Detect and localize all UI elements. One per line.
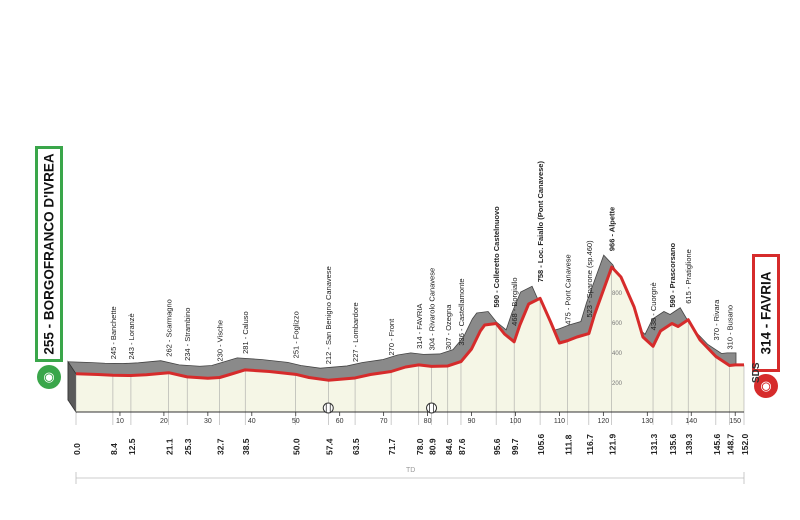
waypoint-label: 262 - Scarmagno bbox=[165, 299, 174, 357]
waypoint-label: 281 - Caluso bbox=[241, 311, 250, 354]
x-tick-label: 10 bbox=[116, 418, 124, 425]
y-tick-label: 800 bbox=[612, 291, 623, 297]
waypoint-label: 468 - Borgiallo bbox=[510, 277, 519, 325]
bottom-marker-label: TD bbox=[406, 467, 415, 474]
km-marker-label: 152.0 bbox=[740, 433, 750, 455]
waypoint-label: 304 - Rivarolo Canavese bbox=[428, 268, 437, 351]
finish-cyclist-icon: ◉ bbox=[754, 374, 778, 398]
waypoint-label: 370 - Rivara bbox=[712, 299, 721, 341]
km-marker-label: 121.9 bbox=[608, 433, 618, 455]
waypoint-label: 590 - Colleretto Castelnuovo bbox=[492, 206, 501, 308]
km-marker-label: 38.5 bbox=[241, 438, 251, 455]
waypoint-label: 758 - Loc. Faiallo (Pont Canavese) bbox=[536, 161, 545, 283]
profile-area bbox=[76, 267, 744, 412]
km-marker-label: 32.7 bbox=[216, 438, 226, 455]
km-marker-label: 21.1 bbox=[165, 438, 175, 455]
waypoint-label: 243 - Loranzè bbox=[127, 313, 136, 359]
km-marker-label: 8.4 bbox=[109, 443, 119, 455]
feed-zone-icon bbox=[426, 402, 438, 414]
x-tick-label: 130 bbox=[641, 418, 653, 425]
km-marker-label: 80.9 bbox=[428, 438, 438, 455]
km-marker-label: 50.0 bbox=[292, 438, 302, 455]
km-marker-label: 78.0 bbox=[415, 438, 425, 455]
km-marker-label: 25.3 bbox=[183, 438, 193, 455]
x-tick-label: 140 bbox=[685, 418, 697, 425]
km-marker-label: 63.5 bbox=[351, 438, 361, 455]
waypoint-label: 336 - Castellamonte bbox=[457, 278, 466, 345]
y-tick-label: 600 bbox=[612, 321, 623, 327]
x-tick-label: 20 bbox=[160, 418, 168, 425]
km-marker-label: 12.5 bbox=[127, 438, 137, 455]
y-tick-label: 400 bbox=[612, 351, 623, 357]
finish-label-box: 314 - FAVRIA bbox=[752, 254, 780, 372]
waypoint-label: 438 - Cuorgnè bbox=[649, 282, 658, 330]
feed-zone-icon bbox=[322, 402, 334, 414]
km-marker-label: 105.6 bbox=[536, 433, 546, 455]
waypoint-label: 523 - Sparone (sp.460) bbox=[585, 240, 594, 318]
km-marker-label: 99.7 bbox=[510, 438, 520, 455]
waypoint-label: 234 - Strambino bbox=[183, 308, 192, 361]
km-marker-label: 0.0 bbox=[72, 443, 82, 455]
x-tick-label: 30 bbox=[204, 418, 212, 425]
km-marker-label: 111.8 bbox=[563, 434, 573, 455]
waypoint-label: 310 - Busano bbox=[725, 305, 734, 350]
x-tick-label: 120 bbox=[598, 418, 610, 425]
x-tick-label: 50 bbox=[292, 418, 300, 425]
km-marker-label: 131.3 bbox=[649, 433, 659, 455]
waypoint-label: 230 - Vische bbox=[216, 320, 225, 362]
km-marker-label: 57.4 bbox=[324, 438, 334, 455]
waypoint-label: 251 - Foglizzo bbox=[292, 311, 301, 358]
x-tick-label: 150 bbox=[729, 418, 741, 425]
waypoint-label: 590 - Prascorsano bbox=[668, 242, 677, 307]
y-tick-label: 200 bbox=[612, 381, 623, 387]
km-marker-label: 95.6 bbox=[492, 438, 502, 455]
km-marker-label: 84.6 bbox=[444, 438, 454, 455]
km-marker-label: 145.6 bbox=[712, 433, 722, 455]
km-marker-label: 148.7 bbox=[725, 433, 735, 455]
x-tick-label: 110 bbox=[554, 418, 565, 425]
waypoint-label: 314 - FAVRIA bbox=[415, 304, 424, 349]
waypoint-label: 245 - Banchette bbox=[109, 306, 118, 359]
start-cyclist-icon: ◉ bbox=[37, 365, 61, 389]
x-tick-label: 80 bbox=[424, 418, 432, 425]
waypoint-label: 615 - Pratiglione bbox=[684, 249, 693, 304]
waypoint-label: 270 - Front bbox=[387, 318, 396, 356]
km-marker-label: 139.3 bbox=[684, 433, 694, 455]
x-tick-label: 60 bbox=[336, 418, 344, 425]
start-label-box: 255 - BORGOFRANCO D'IVREA bbox=[35, 146, 63, 362]
x-tick-label: 40 bbox=[248, 418, 256, 425]
x-tick-label: 70 bbox=[380, 418, 388, 425]
km-marker-label: 116.7 bbox=[585, 434, 595, 455]
x-tick-label: 100 bbox=[510, 418, 522, 425]
waypoint-label: 227 - Lombardore bbox=[351, 302, 360, 362]
x-tick-label: 90 bbox=[468, 418, 476, 425]
waypoint-label: 966 - Alpette bbox=[608, 207, 617, 251]
waypoint-label: 307 - Ozegna bbox=[444, 304, 453, 350]
km-marker-label: 135.6 bbox=[668, 433, 678, 455]
waypoint-label: 475 - Pont Canavese bbox=[563, 254, 572, 324]
km-marker-label: 71.7 bbox=[387, 438, 397, 455]
route-line bbox=[75, 265, 744, 382]
km-marker-label: 87.6 bbox=[457, 438, 467, 455]
waypoint-label: 212 - San Benigno Canavese bbox=[324, 266, 333, 364]
